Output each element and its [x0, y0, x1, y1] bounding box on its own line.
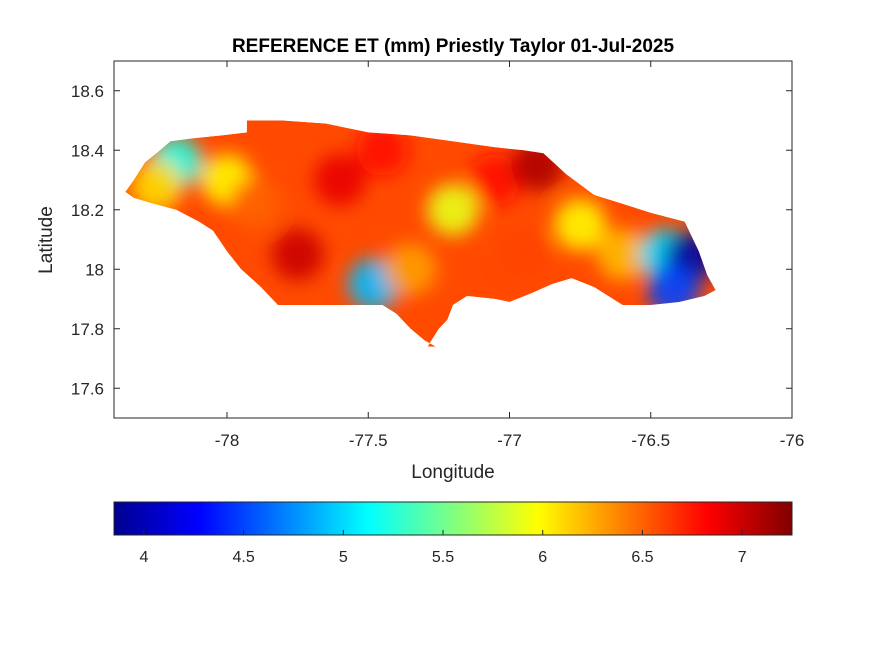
x-tick-label: -78 [215, 431, 240, 450]
et-value-patch [314, 154, 366, 206]
y-tick-label: 17.6 [71, 379, 104, 398]
et-field [125, 120, 716, 347]
colorbar [113, 501, 793, 536]
y-tick-label: 18.4 [71, 141, 104, 160]
et-value-patch [130, 159, 183, 212]
y-tick-label: 18 [85, 260, 104, 279]
x-tick-label: -77 [497, 431, 522, 450]
colorbar-tick-label: 5 [339, 549, 348, 566]
x-tick-label: -76.5 [631, 431, 670, 450]
et-value-patch [356, 124, 409, 177]
y-tick-label: 18.2 [71, 201, 104, 220]
colorbar-tick-label: 5.5 [432, 549, 454, 566]
y-tick-label: 18.6 [71, 82, 104, 101]
et-value-patch [596, 228, 649, 281]
colorbar-tick-label: 6 [538, 549, 547, 566]
colorbar-ticks: 4 4.5 5 5.5 6 6.5 7 [139, 530, 747, 566]
et-value-patch [384, 243, 437, 296]
et-value-patch [427, 183, 479, 236]
et-value-patch [469, 154, 522, 206]
et-value-patch [497, 228, 550, 281]
et-value-patch [229, 177, 282, 230]
chart-title: REFERENCE ET (mm) Priestly Taylor 01-Jul… [232, 36, 674, 57]
et-value-patch [554, 198, 607, 251]
y-ticks: 17.6 17.8 18 18.2 18.4 18.6 [71, 82, 792, 398]
land-base-fill [125, 120, 716, 347]
x-axis-label: Longitude [411, 462, 494, 483]
colorbar-tick-label: 4.5 [232, 549, 254, 566]
x-ticks: -78 -77.5 -77 -76.5 -76 [215, 61, 805, 450]
et-value-patch [271, 228, 324, 281]
colorbar-tick-label: 7 [738, 549, 747, 566]
colorbar-tick-label: 6.5 [631, 549, 653, 566]
colorbar-tick-label: 4 [139, 549, 148, 566]
y-axis-label: Latitude [36, 206, 57, 274]
y-tick-label: 17.8 [71, 320, 104, 339]
x-tick-label: -77.5 [349, 431, 388, 450]
x-tick-label: -76 [780, 431, 805, 450]
